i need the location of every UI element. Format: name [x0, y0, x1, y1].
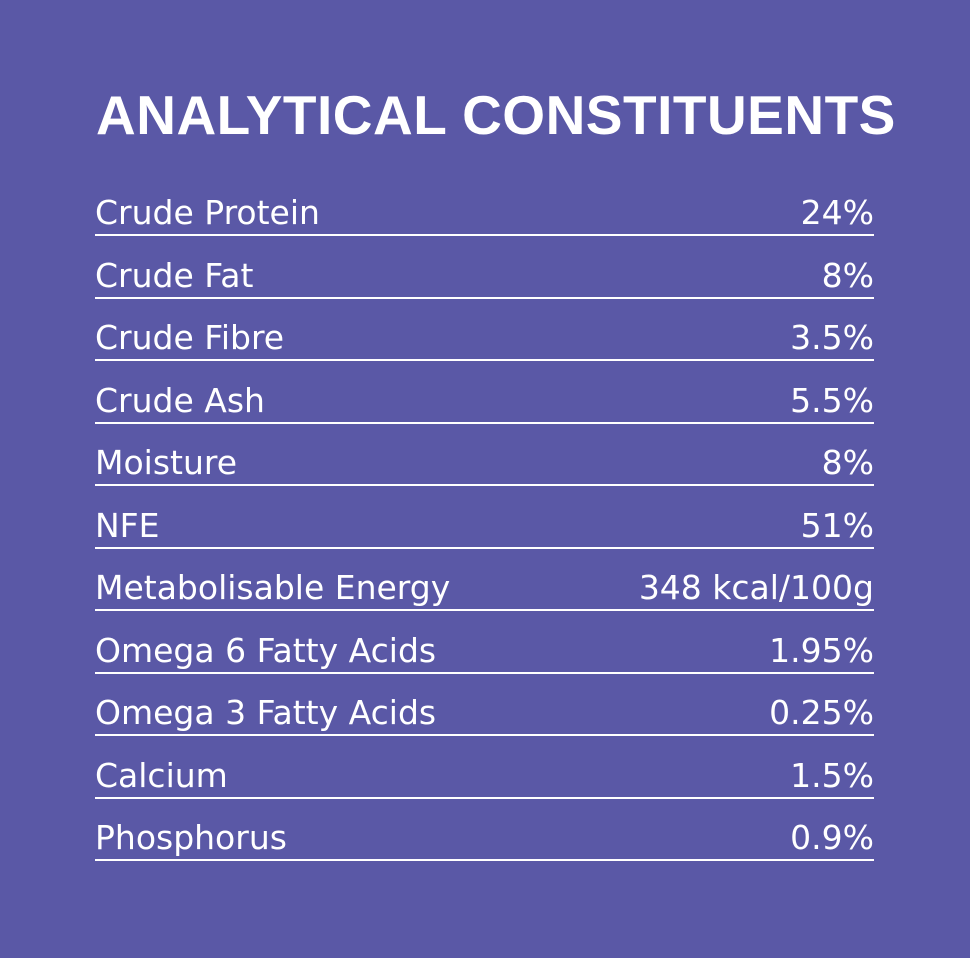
constituent-label: Omega 3 Fatty Acids — [95, 693, 437, 732]
constituent-value: 5.5% — [790, 380, 874, 420]
constituent-value: 1.95% — [769, 630, 874, 670]
page-title: ANALYTICAL CONSTITUENTS — [96, 84, 896, 146]
table-row: Crude Protein 24% — [95, 176, 874, 236]
table-row: Metabolisable Energy 348 kcal/100g — [95, 551, 874, 611]
constituent-label: Crude Ash — [95, 380, 265, 420]
constituent-value: 51% — [800, 505, 874, 545]
constituent-value: 8% — [821, 255, 874, 295]
constituent-value: 1.5% — [790, 755, 874, 795]
table-row: Omega 6 Fatty Acids 1.95% — [95, 614, 874, 674]
constituent-label: Omega 6 Fatty Acids — [95, 630, 437, 670]
table-row: NFE 51% — [95, 489, 874, 549]
constituent-value: 0.9% — [790, 818, 874, 857]
constituent-label: Metabolisable Energy — [95, 568, 451, 607]
table-row: Phosphorus 0.9% — [95, 801, 874, 861]
constituent-value: 348 kcal/100g — [638, 568, 874, 607]
table-row: Omega 3 Fatty Acids 0.25% — [95, 676, 874, 736]
constituent-label: Phosphorus — [95, 818, 287, 857]
table-row: Crude Fat 8% — [95, 239, 874, 299]
constituent-label: Calcium — [95, 755, 228, 795]
constituent-label: Crude Fat — [95, 255, 254, 295]
table-row: Crude Fibre 3.5% — [95, 301, 874, 361]
constituent-value: 24% — [800, 193, 874, 232]
constituent-value: 0.25% — [769, 693, 874, 732]
constituent-label: Crude Fibre — [95, 318, 285, 357]
constituents-table: Crude Protein 24% Crude Fat 8% Crude Fib… — [95, 176, 874, 861]
constituent-label: NFE — [95, 505, 160, 545]
table-row: Calcium 1.5% — [95, 739, 874, 799]
constituent-label: Crude Protein — [95, 193, 320, 232]
table-row: Crude Ash 5.5% — [95, 364, 874, 424]
constituent-value: 8% — [821, 443, 874, 482]
table-row: Moisture 8% — [95, 426, 874, 486]
constituent-label: Moisture — [95, 443, 238, 482]
constituent-value: 3.5% — [790, 318, 874, 357]
